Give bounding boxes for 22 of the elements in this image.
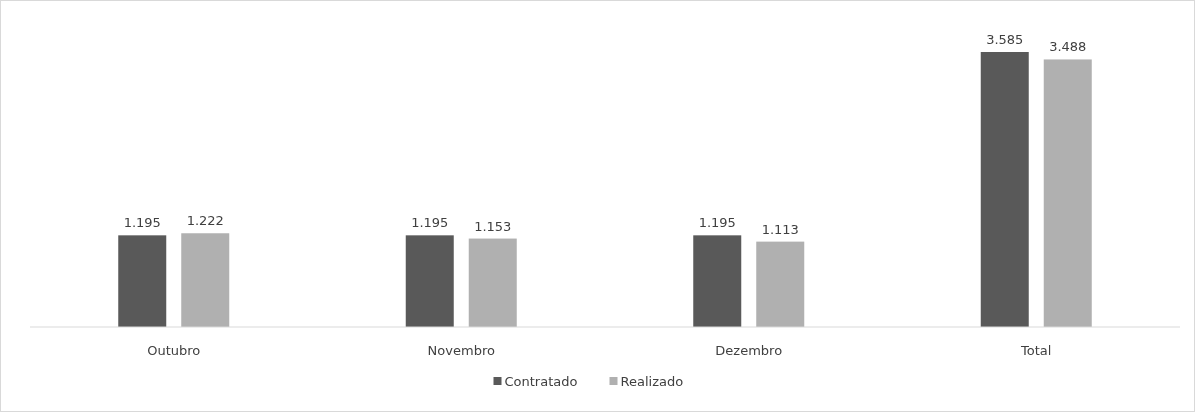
x-tick-label: Dezembro [715,343,783,358]
bar [181,233,230,327]
data-label: 1.195 [411,215,449,231]
bar [756,241,805,327]
data-label: 3.585 [986,32,1024,47]
x-tick-label: Total [1020,343,1052,358]
data-label: 1.195 [123,215,161,231]
bar [405,235,454,327]
bar [468,238,517,327]
bar [980,52,1029,327]
bar [693,235,742,327]
bar [118,235,167,327]
legend-label: Contratado [504,374,578,389]
data-label: 3.488 [1049,39,1087,55]
data-label: 1.113 [761,221,799,237]
data-label: 1.195 [698,215,736,231]
data-label: 1.222 [186,213,224,229]
data-label: 1.153 [474,218,512,234]
bar [1043,59,1092,327]
x-tick-label: Outubro [147,343,201,358]
x-tick-label: Novembro [427,343,495,358]
legend-label: Realizado [620,374,684,389]
